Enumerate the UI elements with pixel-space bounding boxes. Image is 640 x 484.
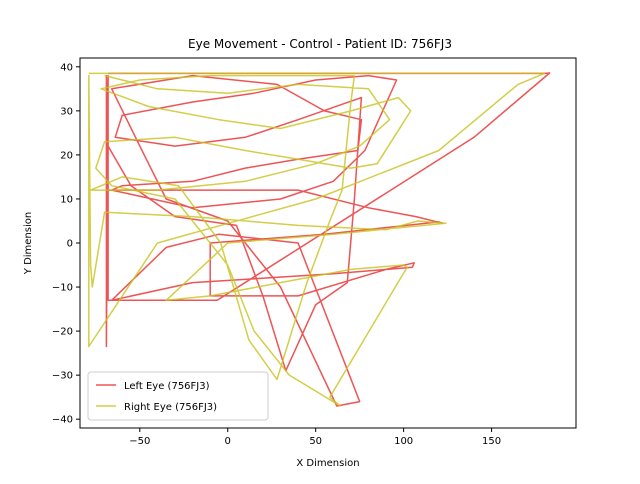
y-tick-label: 10 bbox=[60, 194, 73, 205]
y-tick-label: −10 bbox=[52, 283, 73, 294]
plot-area bbox=[88, 72, 551, 407]
x-tick-label: 0 bbox=[225, 436, 231, 447]
series-line-left-eye bbox=[105, 72, 551, 407]
y-tick-label: −40 bbox=[52, 415, 73, 426]
legend: Left Eye (756FJ3) Right Eye (756FJ3) bbox=[87, 371, 269, 421]
chart-title: Eye Movement - Control - Patient ID: 756… bbox=[188, 37, 452, 51]
legend-label-left-eye: Left Eye (756FJ3) bbox=[124, 381, 210, 392]
x-tick-label: −50 bbox=[129, 436, 150, 447]
x-tick-label: 100 bbox=[394, 436, 413, 447]
legend-label-right-eye: Right Eye (756FJ3) bbox=[124, 402, 217, 413]
y-tick-label: 0 bbox=[67, 239, 73, 250]
x-tick-label: 150 bbox=[482, 436, 501, 447]
x-axis-label: X Dimension bbox=[296, 458, 359, 469]
y-tick-label: 20 bbox=[60, 150, 73, 161]
y-tick-label: 30 bbox=[60, 106, 73, 117]
x-tick-label: 50 bbox=[309, 436, 322, 447]
axis-ticks: −50 0 50 100 150 −40 −30 −20 −10 0 10 20 30 40 bbox=[52, 62, 501, 447]
y-axis-label: Y Dimension bbox=[23, 212, 34, 275]
y-tick-label: −30 bbox=[52, 371, 73, 382]
legend-box bbox=[87, 371, 269, 421]
series-line-right-eye bbox=[88, 72, 546, 407]
y-tick-label: −20 bbox=[52, 327, 73, 338]
y-tick-label: 40 bbox=[60, 62, 73, 73]
